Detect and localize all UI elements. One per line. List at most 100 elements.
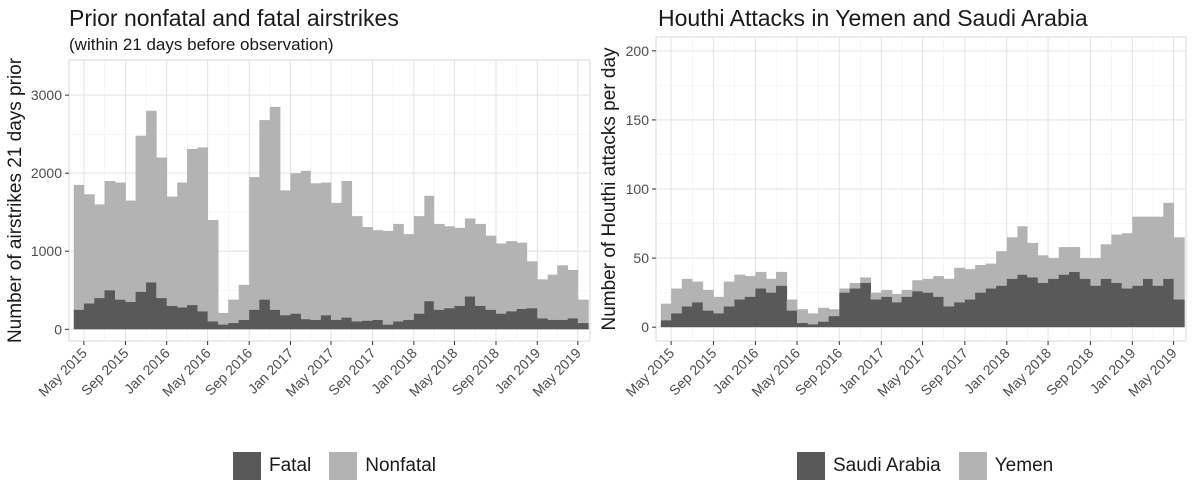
bar-fatal xyxy=(228,323,240,330)
bar-fatal xyxy=(557,319,569,330)
bar-yemen xyxy=(933,276,944,297)
bar-saudi-arabia xyxy=(755,288,767,328)
bar-yemen xyxy=(1143,216,1154,279)
bar-nonfatal xyxy=(104,180,116,291)
bar-fatal xyxy=(238,319,250,330)
bar-nonfatal xyxy=(444,226,455,309)
bar-saudi-arabia xyxy=(933,296,944,328)
bar-nonfatal xyxy=(135,135,147,292)
bar-saudi-arabia xyxy=(1152,285,1164,328)
bar-fatal xyxy=(341,317,353,330)
bar-yemen xyxy=(922,278,934,293)
bar-fatal xyxy=(433,309,445,330)
bar-saudi-arabia xyxy=(1069,271,1081,328)
bar-saudi-arabia xyxy=(681,306,693,328)
bar-saudi-arabia xyxy=(734,299,746,328)
bar-saudi-arabia xyxy=(1121,288,1133,328)
y-tick-label: 100 xyxy=(626,181,650,197)
bar-fatal xyxy=(526,308,538,330)
bar-yemen xyxy=(660,303,672,321)
bar-yemen xyxy=(671,288,683,314)
bar-nonfatal xyxy=(125,200,137,302)
bar-saudi-arabia xyxy=(723,306,735,328)
bar-yemen xyxy=(975,265,987,293)
bar-yemen xyxy=(870,292,882,300)
bar-fatal xyxy=(403,319,415,330)
bar-yemen xyxy=(766,278,777,293)
bar-nonfatal xyxy=(156,157,168,299)
bar-fatal xyxy=(186,305,198,330)
bar-saudi-arabia xyxy=(975,292,987,328)
bar-nonfatal xyxy=(166,196,178,306)
bar-yemen xyxy=(901,289,913,297)
bar-yemen xyxy=(1048,258,1060,279)
bar-fatal xyxy=(300,319,311,330)
bar-fatal xyxy=(547,319,558,330)
bar-saudi-arabia xyxy=(786,310,798,328)
bar-fatal xyxy=(104,290,116,330)
legend-item: Fatal xyxy=(233,452,311,480)
y-tick-label: 50 xyxy=(633,250,649,266)
bar-saudi-arabia xyxy=(1006,278,1018,328)
bar-nonfatal xyxy=(433,223,445,310)
bar-nonfatal xyxy=(310,183,322,320)
legend-label: Yemen xyxy=(994,455,1054,476)
bar-nonfatal xyxy=(249,177,260,310)
bar-fatal xyxy=(506,311,518,330)
bar-saudi-arabia xyxy=(964,299,976,328)
bar-fatal xyxy=(146,282,157,330)
bar-saudi-arabia xyxy=(1037,282,1049,328)
bar-saudi-arabia xyxy=(912,291,923,328)
bar-saudi-arabia xyxy=(807,324,819,328)
bar-fatal xyxy=(496,313,507,330)
legend-houthi: Saudi Arabia Yemen xyxy=(797,452,1071,480)
bar-fatal xyxy=(485,309,497,330)
bar-nonfatal xyxy=(454,227,466,306)
bar-yemen xyxy=(839,288,851,293)
bar-fatal xyxy=(259,299,271,330)
x-tick-label: Sep 2015 xyxy=(666,345,720,399)
bar-saudi-arabia xyxy=(891,302,902,328)
bar-fatal xyxy=(320,315,332,330)
bar-yemen xyxy=(828,309,840,317)
bar-yemen xyxy=(776,271,788,286)
bar-nonfatal xyxy=(83,194,95,304)
bar-saudi-arabia xyxy=(881,296,893,328)
y-axis-label: Number of airstrikes 21 days prior xyxy=(5,57,26,343)
bar-yemen xyxy=(943,278,955,307)
bar-fatal xyxy=(114,299,126,330)
bar-yemen xyxy=(786,299,798,311)
bar-nonfatal xyxy=(238,284,250,320)
bar-yemen xyxy=(985,263,997,289)
bar-yemen xyxy=(1173,237,1185,300)
legend-swatch xyxy=(233,452,261,480)
bar-nonfatal xyxy=(218,312,229,325)
bar-fatal xyxy=(351,321,363,330)
legend-label: Fatal xyxy=(269,455,312,476)
bar-yemen xyxy=(734,274,746,300)
bar-fatal xyxy=(310,319,322,330)
bar-fatal xyxy=(372,319,384,330)
bar-fatal xyxy=(382,324,394,330)
bar-nonfatal xyxy=(207,220,219,322)
x-tick-label: Sep 2018 xyxy=(1043,345,1097,399)
bar-fatal xyxy=(516,308,528,330)
bar-saudi-arabia xyxy=(1100,278,1112,328)
y-tick-label: 150 xyxy=(626,112,650,128)
bar-nonfatal xyxy=(259,120,271,300)
bar-yemen xyxy=(1121,233,1133,289)
bar-fatal xyxy=(269,309,281,330)
bar-saudi-arabia xyxy=(922,292,934,328)
bar-nonfatal xyxy=(177,182,188,308)
bar-saudi-arabia xyxy=(797,323,809,328)
bar-saudi-arabia xyxy=(1017,274,1028,328)
bar-yemen xyxy=(1111,234,1123,283)
bar-nonfatal xyxy=(557,265,569,320)
y-tick-label: 200 xyxy=(626,43,650,59)
bar-nonfatal xyxy=(146,110,157,283)
legend-label: Saudi Arabia xyxy=(833,455,941,476)
bar-saudi-arabia xyxy=(1163,278,1175,328)
chart-panel-airstrikes: Prior nonfatal and fatal airstrikes (wit… xyxy=(0,0,597,430)
bar-fatal xyxy=(567,318,579,330)
